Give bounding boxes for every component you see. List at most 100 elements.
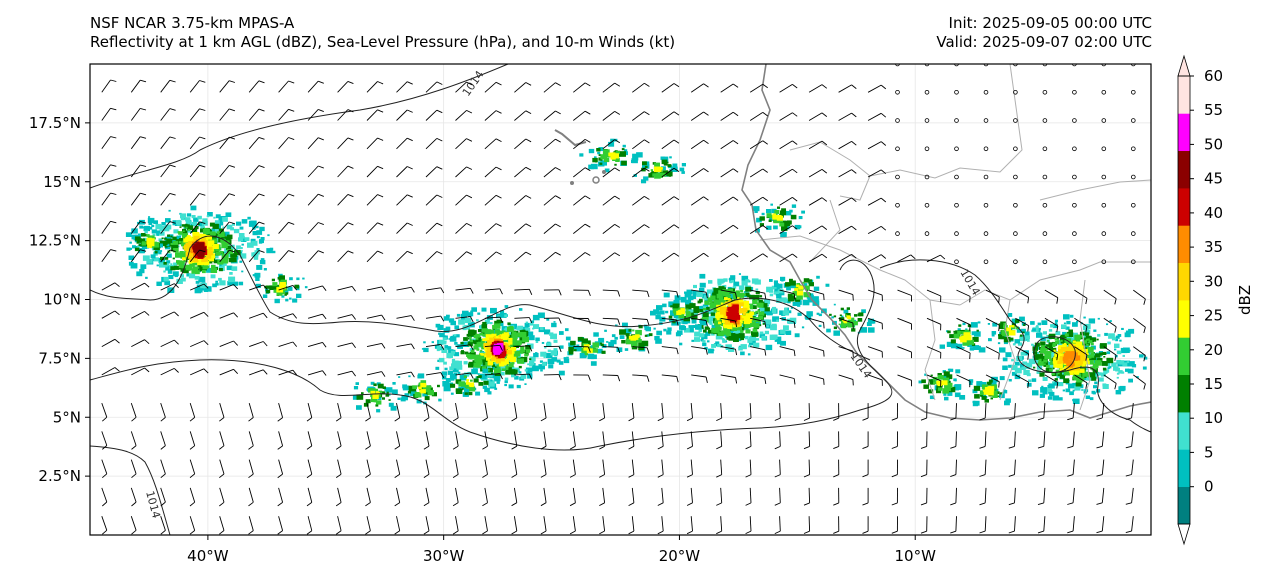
wind-barb-feather bbox=[703, 196, 709, 201]
wind-barb bbox=[867, 289, 883, 296]
reflectivity-pixel bbox=[436, 348, 440, 352]
reflectivity-pixel bbox=[803, 292, 810, 298]
wind-barb bbox=[131, 339, 145, 347]
wind-barb bbox=[838, 169, 852, 178]
wind-barb bbox=[101, 136, 111, 150]
reflectivity-pixel bbox=[1091, 376, 1097, 381]
wind-barb-feather bbox=[705, 348, 708, 355]
reflectivity-pixel bbox=[525, 345, 531, 350]
reflectivity-pixel bbox=[493, 344, 496, 346]
wind-barb-feather bbox=[646, 347, 650, 354]
wind-barb-feather bbox=[1067, 502, 1074, 505]
wind-barb bbox=[867, 197, 882, 206]
wind-barb bbox=[690, 111, 704, 121]
reflectivity-pixel bbox=[436, 345, 442, 350]
reflectivity-pixel bbox=[759, 316, 764, 320]
wind-barb bbox=[190, 311, 205, 319]
wind-barb bbox=[366, 81, 378, 93]
colorbar-swatch bbox=[1178, 113, 1190, 151]
reflectivity-pixel bbox=[463, 372, 470, 377]
reflectivity-pixel bbox=[583, 347, 588, 351]
reflectivity-pixel bbox=[473, 335, 478, 339]
wind-barb-feather bbox=[676, 319, 679, 326]
reflectivity-pixel bbox=[759, 333, 765, 338]
reflectivity-pixel bbox=[709, 322, 713, 325]
reflectivity-pixel bbox=[692, 290, 699, 296]
reflectivity-pixel bbox=[1121, 371, 1125, 374]
wind-barb bbox=[455, 487, 459, 503]
wind-barb-feather bbox=[258, 249, 265, 253]
reflectivity-pixel bbox=[482, 338, 486, 341]
reflectivity-pixel bbox=[231, 266, 238, 271]
reflectivity-pixel bbox=[708, 320, 712, 324]
reflectivity-pixel bbox=[407, 391, 411, 394]
reflectivity-pixel bbox=[292, 298, 298, 303]
reflectivity-pixel bbox=[642, 161, 647, 166]
reflectivity-pixel bbox=[215, 251, 221, 256]
wind-barb bbox=[219, 431, 225, 446]
reflectivity-pixel bbox=[766, 225, 772, 230]
reflectivity-pixel bbox=[204, 286, 212, 292]
wind-barb-feather bbox=[764, 321, 767, 328]
reflectivity-pixel bbox=[691, 314, 698, 320]
wind-barb bbox=[337, 285, 353, 291]
reflectivity-pixel bbox=[496, 381, 500, 384]
wind-barb-feather bbox=[862, 502, 869, 506]
wind-barb-feather bbox=[1037, 530, 1044, 534]
wind-barb bbox=[955, 516, 957, 532]
wind-barb-feather bbox=[173, 339, 179, 345]
reflectivity-pixel bbox=[1002, 365, 1008, 370]
reflectivity-pixel bbox=[510, 366, 515, 370]
reflectivity-pixel bbox=[294, 284, 300, 289]
reflectivity-pixel bbox=[148, 219, 152, 222]
reflectivity-pixel bbox=[999, 392, 1003, 395]
wind-barb bbox=[1044, 374, 1059, 383]
reflectivity-pixel bbox=[187, 229, 191, 231]
reflectivity-pixel bbox=[619, 335, 625, 339]
reflectivity-pixel bbox=[530, 357, 536, 362]
reflectivity-pixel bbox=[987, 390, 994, 396]
reflectivity-pixel bbox=[1049, 353, 1054, 358]
reflectivity-pixel bbox=[487, 361, 493, 366]
reflectivity-pixel bbox=[987, 386, 995, 392]
reflectivity-pixel bbox=[591, 354, 597, 360]
reflectivity-pixel bbox=[218, 247, 222, 251]
reflectivity-pixel bbox=[153, 220, 158, 224]
reflectivity-pixel bbox=[584, 352, 588, 356]
reflectivity-pixel bbox=[212, 283, 217, 288]
wind-barb-feather bbox=[569, 474, 576, 478]
reflectivity-pixel bbox=[996, 391, 1000, 395]
wind-barb bbox=[1103, 346, 1117, 356]
wind-barb bbox=[632, 139, 645, 150]
reflectivity-pixel bbox=[621, 160, 627, 166]
reflectivity-pixel bbox=[558, 370, 565, 376]
reflectivity-pixel bbox=[197, 223, 200, 226]
reflectivity-pixel bbox=[187, 225, 194, 231]
wind-barb-feather bbox=[322, 313, 327, 320]
wind-barb bbox=[661, 139, 675, 150]
wind-barb bbox=[455, 81, 467, 93]
border-line bbox=[1079, 279, 1091, 411]
reflectivity-pixel bbox=[526, 370, 530, 374]
wind-barb bbox=[160, 311, 175, 319]
wind-barb-feather bbox=[716, 474, 722, 478]
reflectivity-pixel bbox=[494, 368, 501, 374]
reflectivity-pixel bbox=[203, 260, 210, 266]
wind-barb-feather bbox=[525, 166, 532, 171]
reflectivity-pixel bbox=[131, 228, 138, 234]
reflectivity-pixel bbox=[507, 322, 511, 326]
reflectivity-pixel bbox=[1057, 360, 1062, 364]
wind-barb bbox=[278, 109, 289, 121]
reflectivity-pixel bbox=[516, 340, 522, 345]
wind-barb-feather bbox=[377, 194, 384, 198]
reflectivity-pixel bbox=[729, 327, 733, 330]
reflectivity-pixel bbox=[780, 231, 787, 238]
reflectivity-pixel bbox=[211, 235, 217, 239]
wind-barb bbox=[484, 403, 488, 418]
reflectivity-pixel bbox=[1081, 364, 1086, 368]
reflectivity-pixel bbox=[529, 358, 532, 361]
reflectivity-pixel bbox=[1058, 345, 1063, 349]
reflectivity-pixel bbox=[480, 339, 485, 343]
reflectivity-pixel bbox=[151, 258, 155, 261]
reflectivity-pixel bbox=[470, 330, 477, 336]
